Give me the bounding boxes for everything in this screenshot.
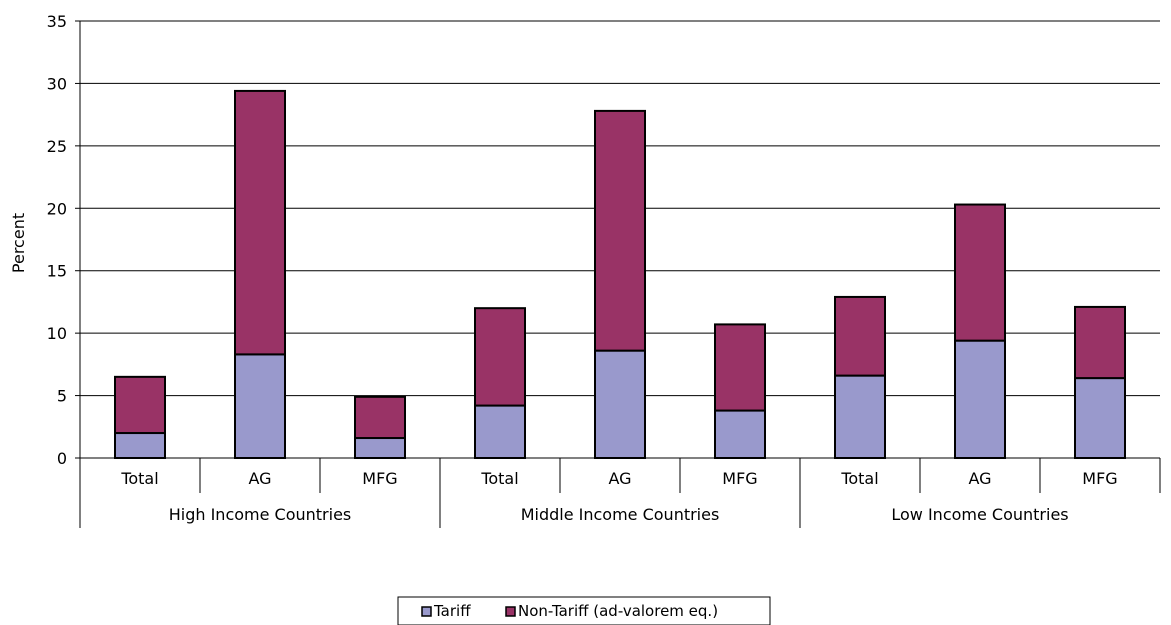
bar-segment-non-tariff: [714, 323, 766, 412]
x-category-label: Total: [480, 469, 518, 488]
x-group-label: High Income Countries: [169, 505, 352, 524]
bar-segment-non-tariff: [114, 375, 166, 435]
x-category-label: AG: [968, 469, 991, 488]
x-group-label: Middle Income Countries: [521, 505, 720, 524]
x-category-label: MFG: [362, 469, 397, 488]
bar-segment-non-tariff: [834, 295, 886, 377]
bar-segment-tariff: [474, 404, 526, 459]
bar-segment-tariff: [234, 353, 286, 459]
x-category-label: Total: [120, 469, 158, 488]
legend-swatch-tariff: [421, 606, 432, 617]
axes: [75, 20, 1161, 528]
legend: Tariff Non-Tariff (ad-valorem eq.): [397, 596, 771, 625]
bars: [114, 89, 1126, 460]
bar-segment-non-tariff: [594, 109, 646, 352]
y-tick-label: 5: [57, 387, 67, 406]
bar-segment-non-tariff: [234, 89, 286, 356]
bar-segment-tariff: [354, 437, 406, 459]
bar-segment-tariff: [114, 432, 166, 459]
legend-label-non-tariff: Non-Tariff (ad-valorem eq.): [518, 602, 718, 620]
bar-segment-tariff: [1074, 377, 1126, 459]
bar-segment-tariff: [714, 409, 766, 460]
bar-segment-non-tariff: [474, 307, 526, 407]
bar-segment-non-tariff: [1074, 305, 1126, 380]
x-category-label: Total: [840, 469, 878, 488]
legend-label-tariff: Tariff: [433, 602, 471, 620]
x-category-label: AG: [608, 469, 631, 488]
x-group-labels: High Income Countries Middle Income Count…: [169, 505, 1069, 524]
bar-segment-tariff: [954, 339, 1006, 459]
bar-segment-non-tariff: [354, 395, 406, 440]
bar-segment-non-tariff: [954, 203, 1006, 342]
y-tick-label: 15: [47, 262, 67, 281]
y-axis-title: Percent: [9, 213, 28, 273]
legend-swatch-non-tariff: [505, 606, 516, 617]
y-tick-label: 25: [47, 137, 67, 156]
x-category-label: MFG: [722, 469, 757, 488]
y-tick-label: 0: [57, 449, 67, 468]
y-tick-labels: 0 5 10 15 20 25 30 35: [47, 12, 67, 468]
x-category-label: AG: [248, 469, 271, 488]
bar-segment-tariff: [834, 374, 886, 460]
y-tick-label: 10: [47, 324, 67, 343]
bar-segment-tariff: [594, 349, 646, 460]
legend-box: [397, 596, 771, 625]
x-category-label: MFG: [1082, 469, 1117, 488]
y-tick-label: 20: [47, 199, 67, 218]
x-category-labels: Total AG MFG Total AG MFG Total AG MFG: [120, 469, 1117, 488]
x-group-label: Low Income Countries: [891, 505, 1068, 524]
y-tick-label: 35: [47, 12, 67, 31]
y-tick-label: 30: [47, 74, 67, 93]
